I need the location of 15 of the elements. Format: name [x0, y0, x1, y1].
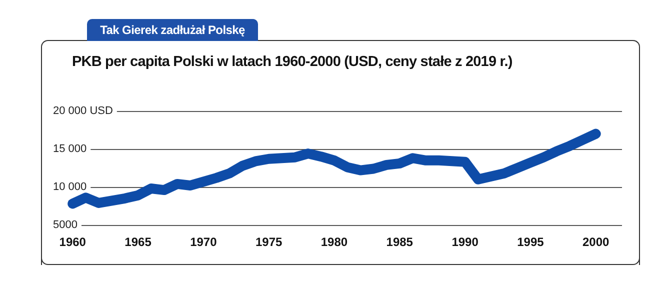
- x-tick-label: 2000: [582, 235, 610, 249]
- y-tick-label: 5000: [53, 219, 78, 231]
- x-tick-label: 1965: [124, 235, 152, 249]
- x-tick-label: 1975: [255, 235, 282, 249]
- x-tick-label: 1990: [452, 235, 479, 249]
- chart-subtitle: PKB per capita Polski w latach 1960-2000 (USD, ceny stałe z 2019 r.): [72, 54, 512, 70]
- x-tick-label: 1970: [190, 235, 218, 249]
- x-tick-label: 1985: [386, 235, 414, 249]
- chart-title: Tak Gierek zadłużał Polskę: [87, 19, 258, 41]
- x-tick-label: 1995: [517, 235, 544, 249]
- y-tick-label: 10 000: [53, 181, 87, 193]
- x-tick-label: 1960: [59, 235, 86, 249]
- y-tick-label: 20 000 USD: [53, 105, 113, 117]
- x-tick-label: 1980: [320, 235, 348, 249]
- y-tick-label: 15 000: [53, 143, 87, 155]
